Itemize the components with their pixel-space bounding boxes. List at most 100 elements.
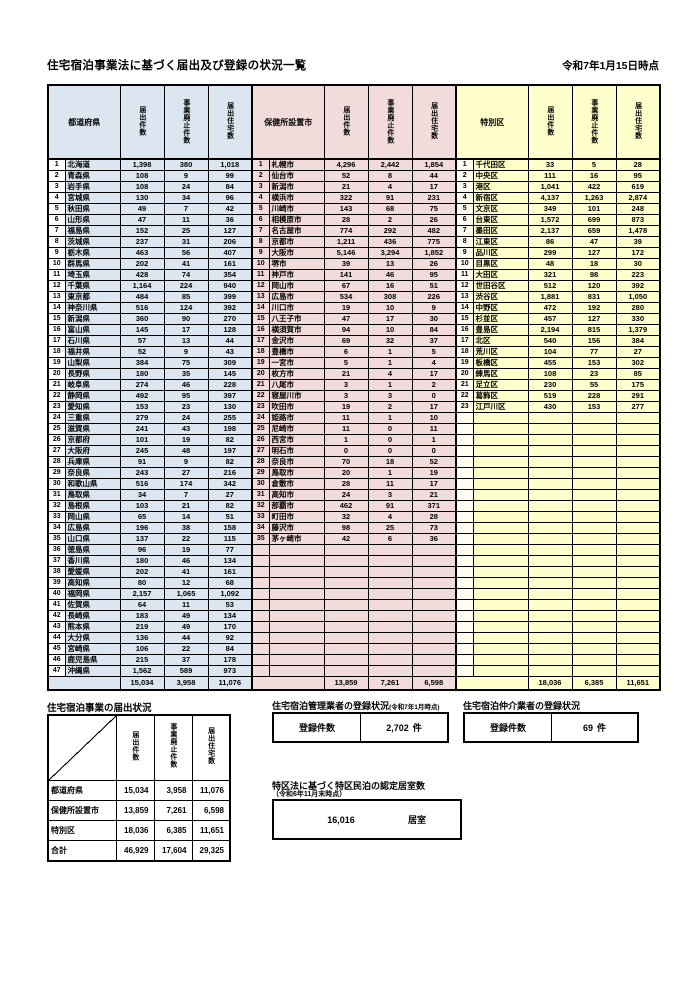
value-cell: 7 bbox=[163, 489, 209, 501]
summary-row: 特別区 18,036 6,385 11,651 bbox=[47, 820, 231, 841]
region-name-cell: 京都府 bbox=[64, 434, 121, 446]
value-cell: 1,881 bbox=[527, 291, 573, 303]
table-row: 21 岐阜県 274 46 228 21 八尾市 3 1 2 21 足立区 230 55 175 bbox=[47, 379, 661, 391]
region-name-cell bbox=[472, 599, 529, 611]
row-number-cell: 12 bbox=[455, 280, 474, 292]
value-cell: 52 bbox=[119, 346, 165, 358]
total-value-cell: 15,034 bbox=[119, 676, 165, 691]
value-cell: 85 bbox=[615, 368, 661, 380]
table-row: 14 神奈川県 516 124 392 14 川口市 19 10 9 14 中野区 472 192 280 bbox=[47, 302, 661, 314]
region-name-cell: 豊島区 bbox=[472, 324, 529, 336]
value-cell: 127 bbox=[571, 313, 617, 325]
table-row: 5 秋田県 49 7 42 5 川崎市 143 68 75 5 文京区 349 101 248 bbox=[47, 203, 661, 215]
value-cell: 35 bbox=[163, 368, 209, 380]
row-number-cell: 32 bbox=[47, 500, 66, 512]
value-cell: 2,874 bbox=[615, 192, 661, 204]
notifications-header: 届出件数 bbox=[323, 84, 369, 160]
region-name-cell: 板橋区 bbox=[472, 357, 529, 369]
row-number-cell bbox=[455, 621, 474, 633]
value-cell bbox=[527, 599, 573, 611]
value-cell: 422 bbox=[571, 181, 617, 193]
value-cell: 31 bbox=[163, 236, 209, 248]
value-cell: 492 bbox=[119, 390, 165, 402]
value-cell bbox=[527, 577, 573, 589]
row-number-cell: 8 bbox=[251, 236, 270, 248]
row-number-cell bbox=[251, 566, 270, 578]
region-name-cell: 江東区 bbox=[472, 236, 529, 248]
row-number-cell: 29 bbox=[47, 467, 66, 479]
value-cell: 44 bbox=[411, 170, 457, 182]
value-cell: 11 bbox=[323, 412, 369, 424]
value-cell: 2,194 bbox=[527, 324, 573, 336]
value-cell bbox=[615, 445, 661, 457]
value-cell: 540 bbox=[527, 335, 573, 347]
region-name-cell bbox=[472, 643, 529, 655]
region-name-cell: 札幌市 bbox=[268, 158, 325, 171]
region-name-cell: 千代田区 bbox=[472, 158, 529, 171]
value-cell: 69 bbox=[323, 335, 369, 347]
value-cell: 55 bbox=[571, 379, 617, 391]
region-name-cell: 岡山県 bbox=[64, 511, 121, 523]
row-number-cell bbox=[455, 665, 474, 677]
value-cell: 41 bbox=[163, 566, 209, 578]
value-cell: 25 bbox=[163, 225, 209, 237]
value-cell bbox=[527, 533, 573, 545]
region-name-cell bbox=[268, 577, 325, 589]
region-name-cell: 荒川区 bbox=[472, 346, 529, 358]
row-number-cell: 5 bbox=[455, 203, 474, 215]
value-cell: 4 bbox=[367, 368, 413, 380]
value-cell bbox=[527, 467, 573, 479]
value-cell: 42 bbox=[207, 203, 253, 215]
notifications-header: 届出件数 bbox=[115, 714, 155, 781]
value-cell: 12 bbox=[163, 577, 209, 589]
value-cell bbox=[411, 621, 457, 633]
row-number-cell bbox=[455, 588, 474, 600]
registration-count-label: 登録件数 bbox=[274, 714, 361, 741]
value-cell bbox=[323, 599, 369, 611]
region-name-cell: 富山県 bbox=[64, 324, 121, 336]
row-number-cell: 18 bbox=[47, 346, 66, 358]
value-cell: 34 bbox=[163, 192, 209, 204]
region-name-cell: 仙台市 bbox=[268, 170, 325, 182]
value-cell: 90 bbox=[163, 313, 209, 325]
region-name-cell: 新潟県 bbox=[64, 313, 121, 325]
region-name-cell bbox=[472, 434, 529, 446]
total-value-cell: 3,958 bbox=[163, 676, 209, 691]
table-row: 37 香川県 180 46 134 bbox=[47, 555, 661, 567]
region-name-cell: 中央区 bbox=[472, 170, 529, 182]
value-cell: 21 bbox=[163, 500, 209, 512]
row-number-cell: 3 bbox=[47, 181, 66, 193]
value-cell: 274 bbox=[119, 379, 165, 391]
value-cell bbox=[571, 434, 617, 446]
row-number-cell: 11 bbox=[251, 269, 270, 281]
row-number-cell: 28 bbox=[251, 456, 270, 468]
table-row: 23 愛知県 153 23 130 23 吹田市 19 2 17 23 江戸川区 430 153 277 bbox=[47, 401, 661, 413]
row-number-cell: 16 bbox=[455, 324, 474, 336]
value-cell: 17 bbox=[411, 368, 457, 380]
value-cell: 170 bbox=[207, 621, 253, 633]
region-name-cell: 山口県 bbox=[64, 533, 121, 545]
value-cell: 472 bbox=[527, 302, 573, 314]
row-number-cell bbox=[455, 467, 474, 479]
value-cell bbox=[411, 577, 457, 589]
value-cell: 39 bbox=[615, 236, 661, 248]
value-cell: 430 bbox=[527, 401, 573, 413]
value-cell bbox=[527, 478, 573, 490]
value-cell bbox=[615, 588, 661, 600]
value-cell bbox=[571, 555, 617, 567]
value-cell: 354 bbox=[207, 269, 253, 281]
value-cell: 202 bbox=[119, 258, 165, 270]
row-number-cell: 19 bbox=[455, 357, 474, 369]
value-cell: 84 bbox=[207, 643, 253, 655]
table-row: 31 鳥取県 34 7 27 31 高知市 24 3 21 bbox=[47, 489, 661, 501]
value-cell bbox=[615, 533, 661, 545]
value-cell: 2,137 bbox=[527, 225, 573, 237]
value-cell: 108 bbox=[527, 368, 573, 380]
region-name-cell: 福井県 bbox=[64, 346, 121, 358]
value-cell: 775 bbox=[411, 236, 457, 248]
value-cell: 224 bbox=[163, 280, 209, 292]
value-cell bbox=[571, 577, 617, 589]
value-cell bbox=[571, 544, 617, 556]
row-number-cell: 33 bbox=[251, 511, 270, 523]
value-cell: 32 bbox=[323, 511, 369, 523]
